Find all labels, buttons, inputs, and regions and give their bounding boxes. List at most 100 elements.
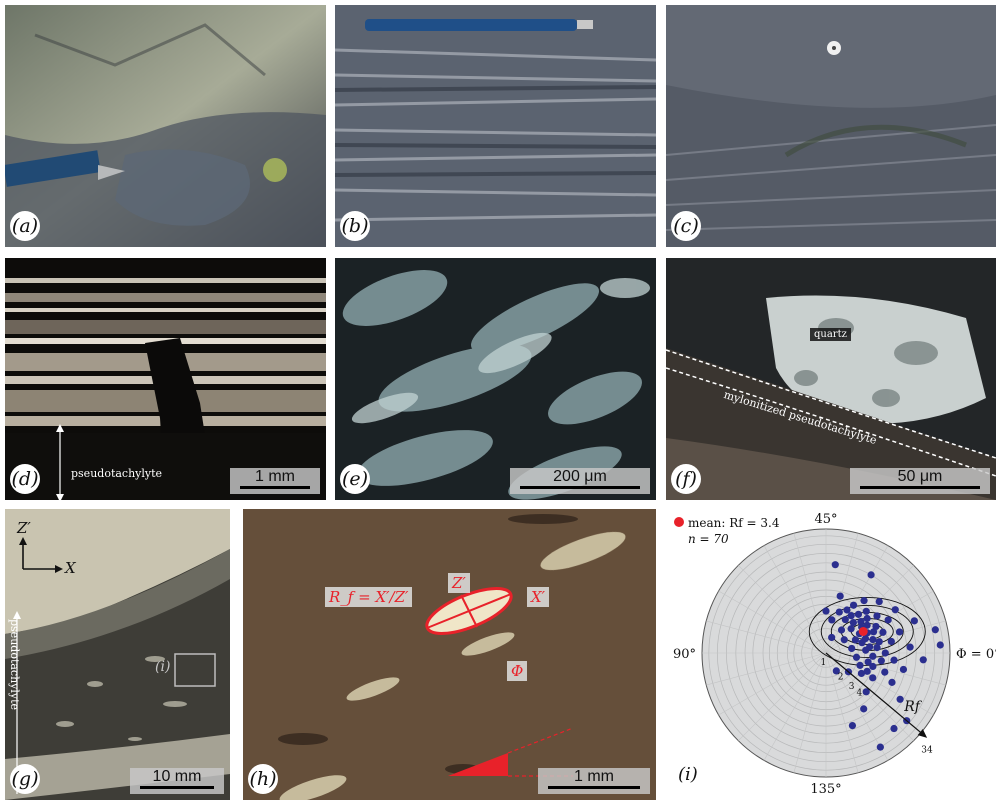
data-point (852, 653, 861, 661)
axis-z-label: Z′ (17, 519, 31, 537)
data-point (828, 633, 836, 642)
panel-e: 200 μm (e) (335, 258, 656, 500)
panel-label-f: (f) (671, 464, 701, 494)
pseudotachylyte-label-d: pseudotachylyte (71, 467, 163, 480)
panel-d: pseudotachylyte 1 mm (d) (5, 258, 326, 500)
data-point (890, 656, 898, 664)
data-point (869, 652, 877, 660)
scale-text-f: 50 μm (897, 468, 943, 485)
data-point (863, 621, 871, 629)
panel-label-i: (i) (678, 764, 698, 785)
data-point (857, 617, 865, 626)
grid-spoke (825, 652, 914, 741)
scale-text-h: 1 mm (574, 768, 614, 785)
angle-label-45: 45° (814, 512, 837, 527)
data-point (872, 622, 880, 631)
data-point (919, 656, 927, 664)
panel-label-e: (e) (340, 464, 370, 494)
data-point (854, 610, 863, 618)
legend-mean-marker (674, 517, 684, 527)
data-point (832, 667, 840, 675)
data-point (863, 667, 871, 675)
data-point (828, 616, 836, 624)
grid-spoke (763, 545, 827, 654)
photomicrograph-h (243, 509, 656, 800)
scale-bar-e: 200 μm (510, 468, 650, 494)
outcrop-photo-b (335, 5, 656, 247)
grid-spoke (825, 652, 934, 716)
radial-tick-label: 1 (820, 658, 826, 668)
data-point (866, 643, 874, 651)
data-point (849, 619, 857, 627)
grid-spoke (763, 652, 827, 761)
grid-spoke (718, 652, 827, 716)
data-point (931, 626, 939, 634)
panel-label-d: (d) (10, 464, 40, 494)
data-point (875, 598, 883, 606)
data-point (877, 657, 885, 665)
panel-label-c: (c) (671, 211, 701, 241)
scale-text-d: 1 mm (255, 468, 295, 485)
grid-spoke (825, 565, 914, 654)
panel-label-g: (g) (10, 764, 40, 794)
data-point (856, 661, 864, 669)
data-point (936, 641, 944, 649)
data-point (857, 669, 866, 678)
z-prime-label: Z′ (448, 573, 470, 593)
data-point (841, 615, 849, 624)
grid-spoke (793, 533, 827, 654)
panel-c: (c) (666, 5, 996, 247)
data-point (848, 644, 856, 653)
data-point (891, 606, 899, 614)
data-point (837, 626, 846, 634)
angle-label-90: 90° (673, 647, 696, 662)
angle-label-135: 135° (810, 782, 841, 797)
data-point (869, 635, 877, 644)
data-point (875, 638, 883, 646)
scale-bar-d: 1 mm (230, 468, 320, 494)
data-point (822, 607, 830, 615)
data-point (890, 724, 898, 733)
scale-bar-g: 10 mm (130, 768, 224, 794)
data-point (862, 607, 870, 615)
photomicrograph-e (335, 258, 656, 500)
grid-spoke (706, 620, 827, 654)
data-point (881, 668, 889, 676)
data-point (836, 592, 844, 600)
axis-x-label: X (65, 559, 76, 577)
contour-line (808, 597, 926, 666)
outcrop-photo-c (666, 5, 996, 247)
data-point (867, 571, 875, 579)
scale-line-e (520, 486, 640, 489)
data-points (822, 561, 944, 751)
radial-axis-label: Rf (903, 699, 923, 715)
data-point (848, 722, 857, 730)
data-point (840, 636, 848, 644)
data-point (873, 612, 881, 620)
data-point (888, 678, 896, 686)
quartz-tag: quartz (810, 328, 851, 341)
rf-formula-label: R_f = X′/Z′ (325, 587, 413, 607)
pseudotachylyte-label-g: pseudotachylyte (8, 619, 21, 711)
radial-tick-label: 3 (849, 682, 855, 692)
scale-line-d (240, 486, 310, 489)
scale-bar-f: 50 μm (850, 468, 990, 494)
data-point (869, 674, 877, 682)
panel-label-b: (b) (340, 211, 370, 241)
data-point (843, 606, 851, 614)
data-point (906, 643, 914, 651)
data-point (884, 616, 892, 624)
panel-f: quartz mylonitized pseudotachylyte 50 μm… (666, 258, 996, 500)
grid-spoke (738, 652, 827, 741)
data-point (835, 608, 843, 616)
scale-line-f (860, 486, 980, 489)
data-point (862, 688, 870, 696)
data-point (863, 614, 871, 623)
legend-n-text: n = 70 (688, 532, 729, 546)
x-prime-label: X′ (527, 587, 550, 607)
photomicrograph-f (666, 258, 996, 500)
data-point (831, 561, 839, 569)
panel-label-h: (h) (248, 764, 278, 794)
data-point (899, 665, 908, 674)
data-point (873, 644, 881, 652)
